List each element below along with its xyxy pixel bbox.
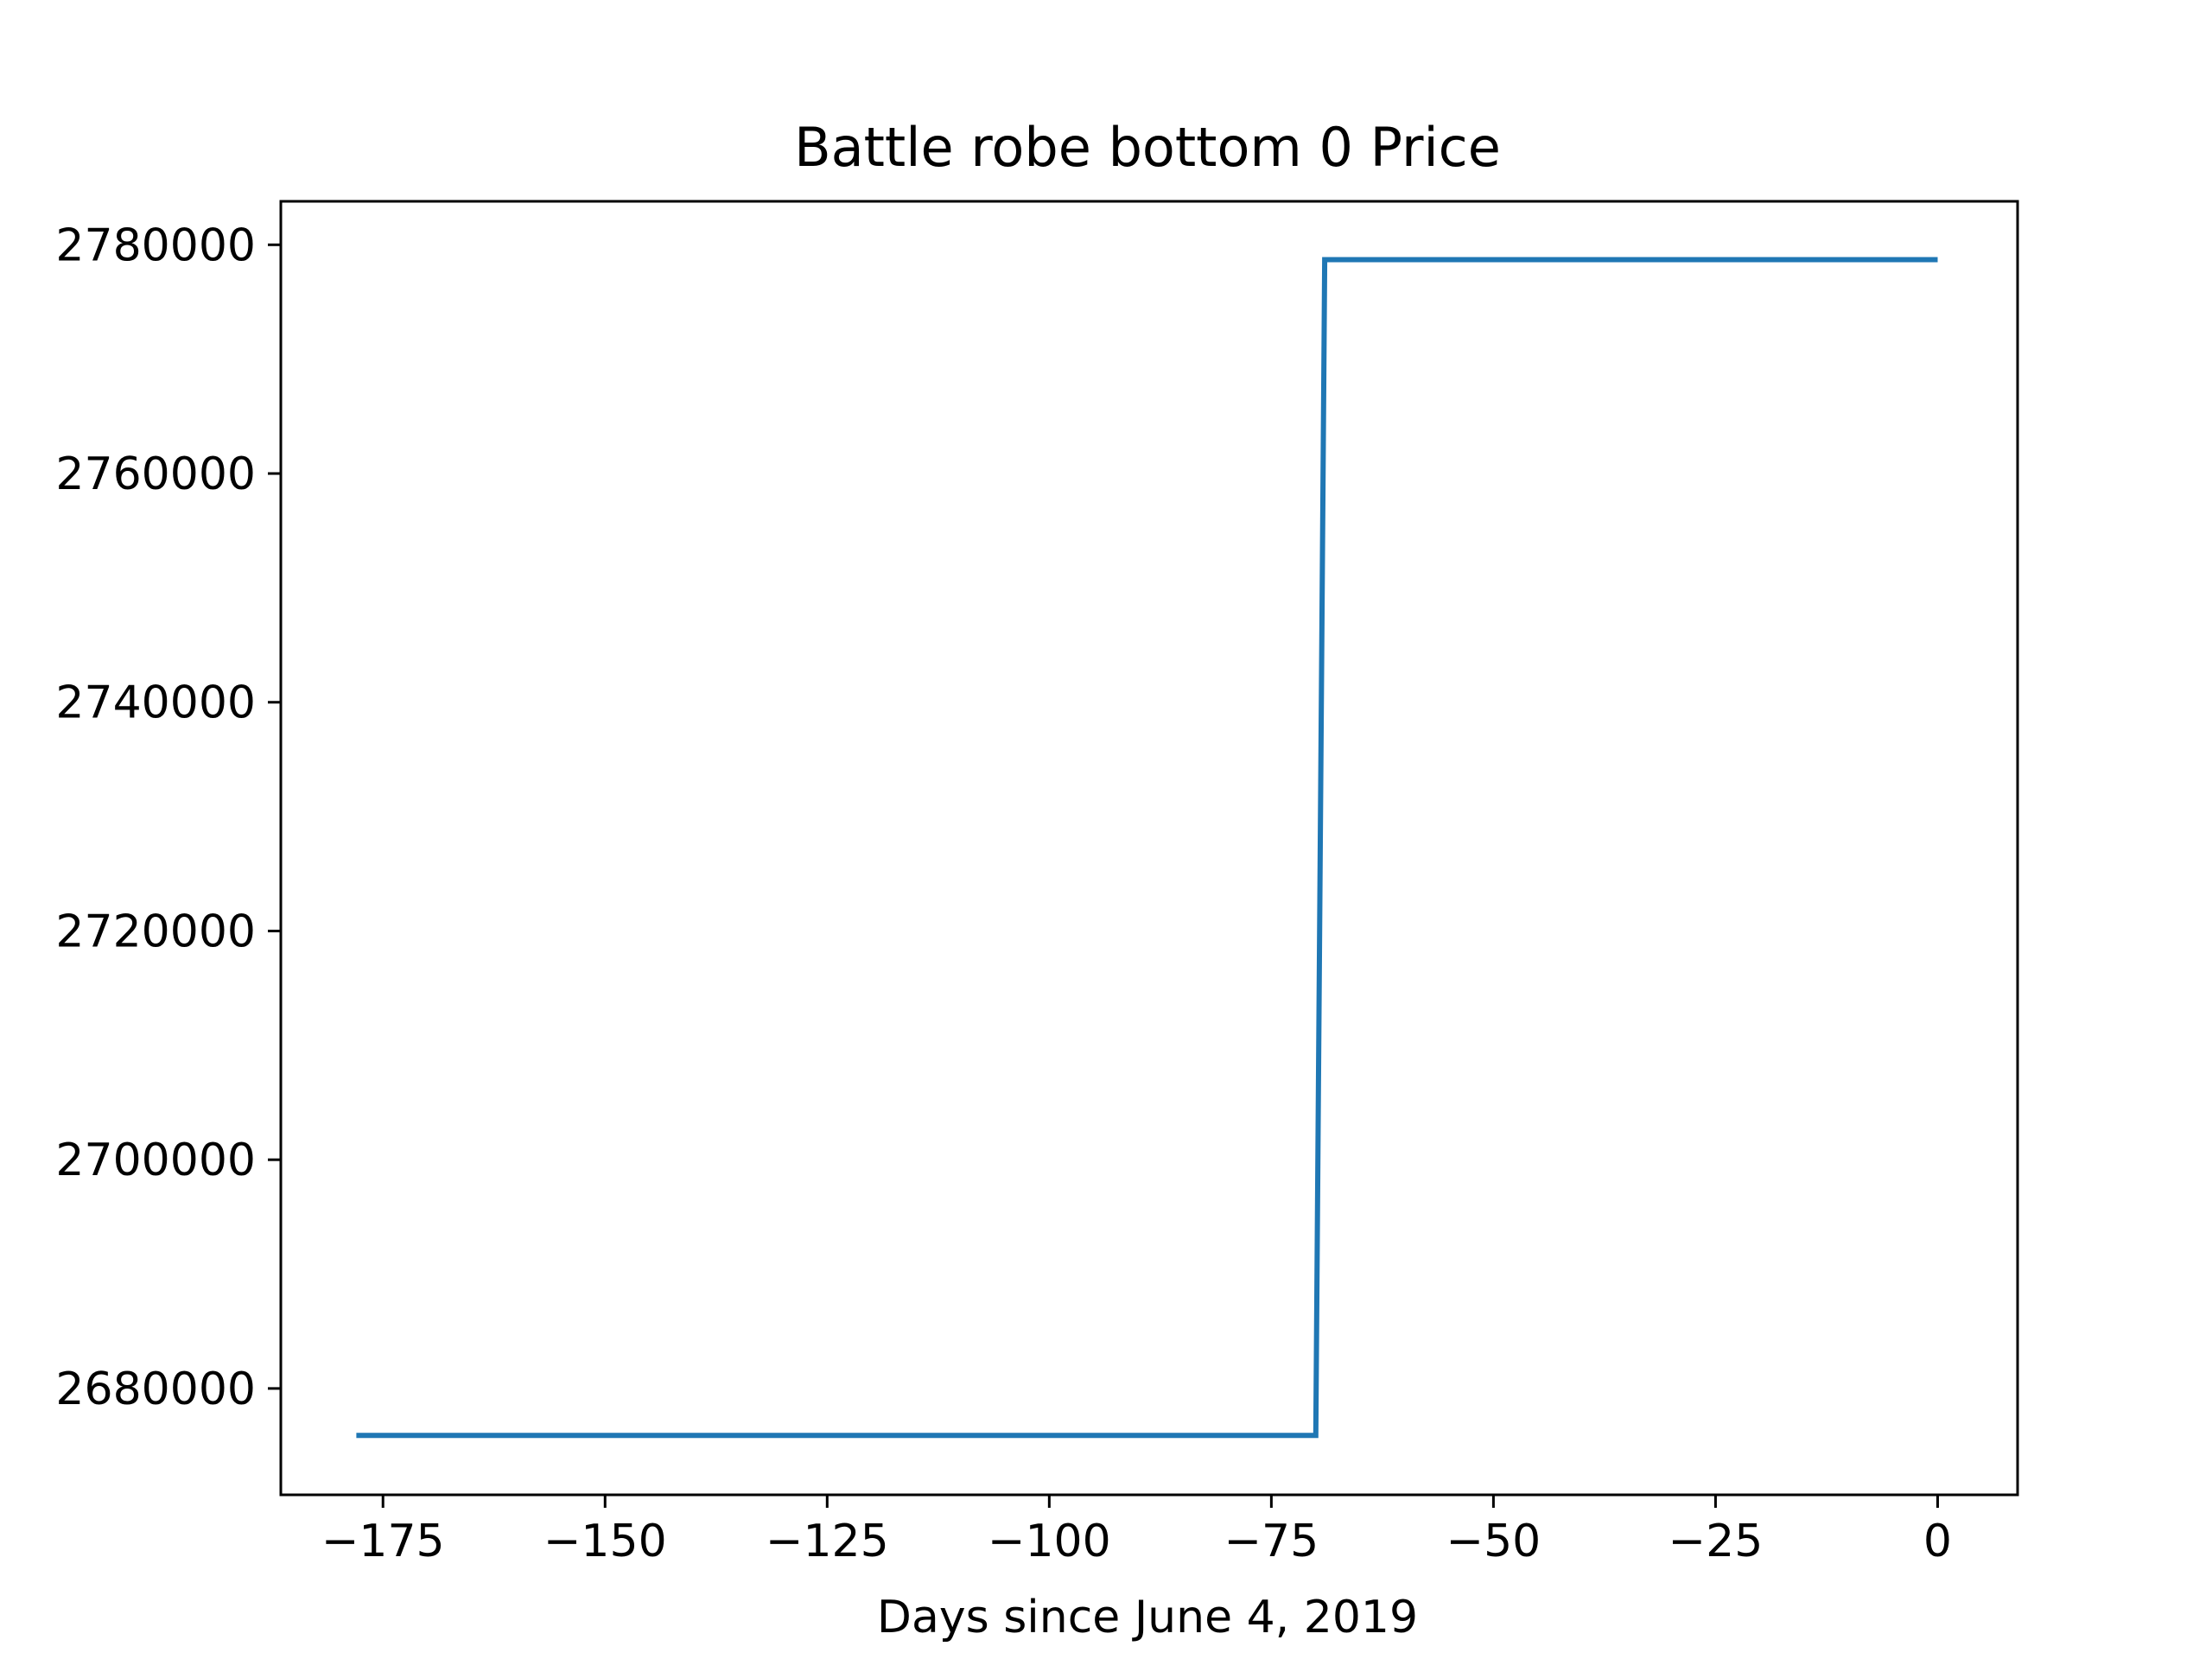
x-tick-label: −100 — [988, 1516, 1111, 1567]
chart-title: Battle robe bottom 0 Price — [794, 116, 1501, 179]
y-axis: 2680000 2700000 2720000 2740000 2760000 27800… — [55, 219, 281, 1415]
y-tick-label: 2780000 — [55, 219, 256, 271]
x-tick-label: −50 — [1446, 1516, 1541, 1567]
y-tick-label: 2700000 — [55, 1135, 256, 1186]
y-tick-label: 2720000 — [55, 906, 256, 957]
plot-area — [356, 257, 1938, 1439]
x-axis: −175 −150 −125 −100 −75 −50 −25 0 — [321, 1495, 1952, 1567]
x-tick-label: −125 — [766, 1516, 889, 1567]
y-tick-label: 2760000 — [55, 448, 256, 500]
x-axis-label: Days since June 4, 2019 — [877, 1592, 1418, 1643]
y-tick-label: 2680000 — [55, 1363, 256, 1415]
x-tick-label: −150 — [543, 1516, 667, 1567]
x-tick-label: −175 — [321, 1516, 445, 1567]
y-tick-label: 2740000 — [55, 677, 256, 729]
x-tick-label: 0 — [1923, 1516, 1952, 1567]
axes-frame — [279, 200, 2019, 1497]
series-line-0 — [356, 257, 1938, 1439]
x-tick-label: −75 — [1224, 1516, 1319, 1567]
x-tick-label: −25 — [1669, 1516, 1764, 1567]
